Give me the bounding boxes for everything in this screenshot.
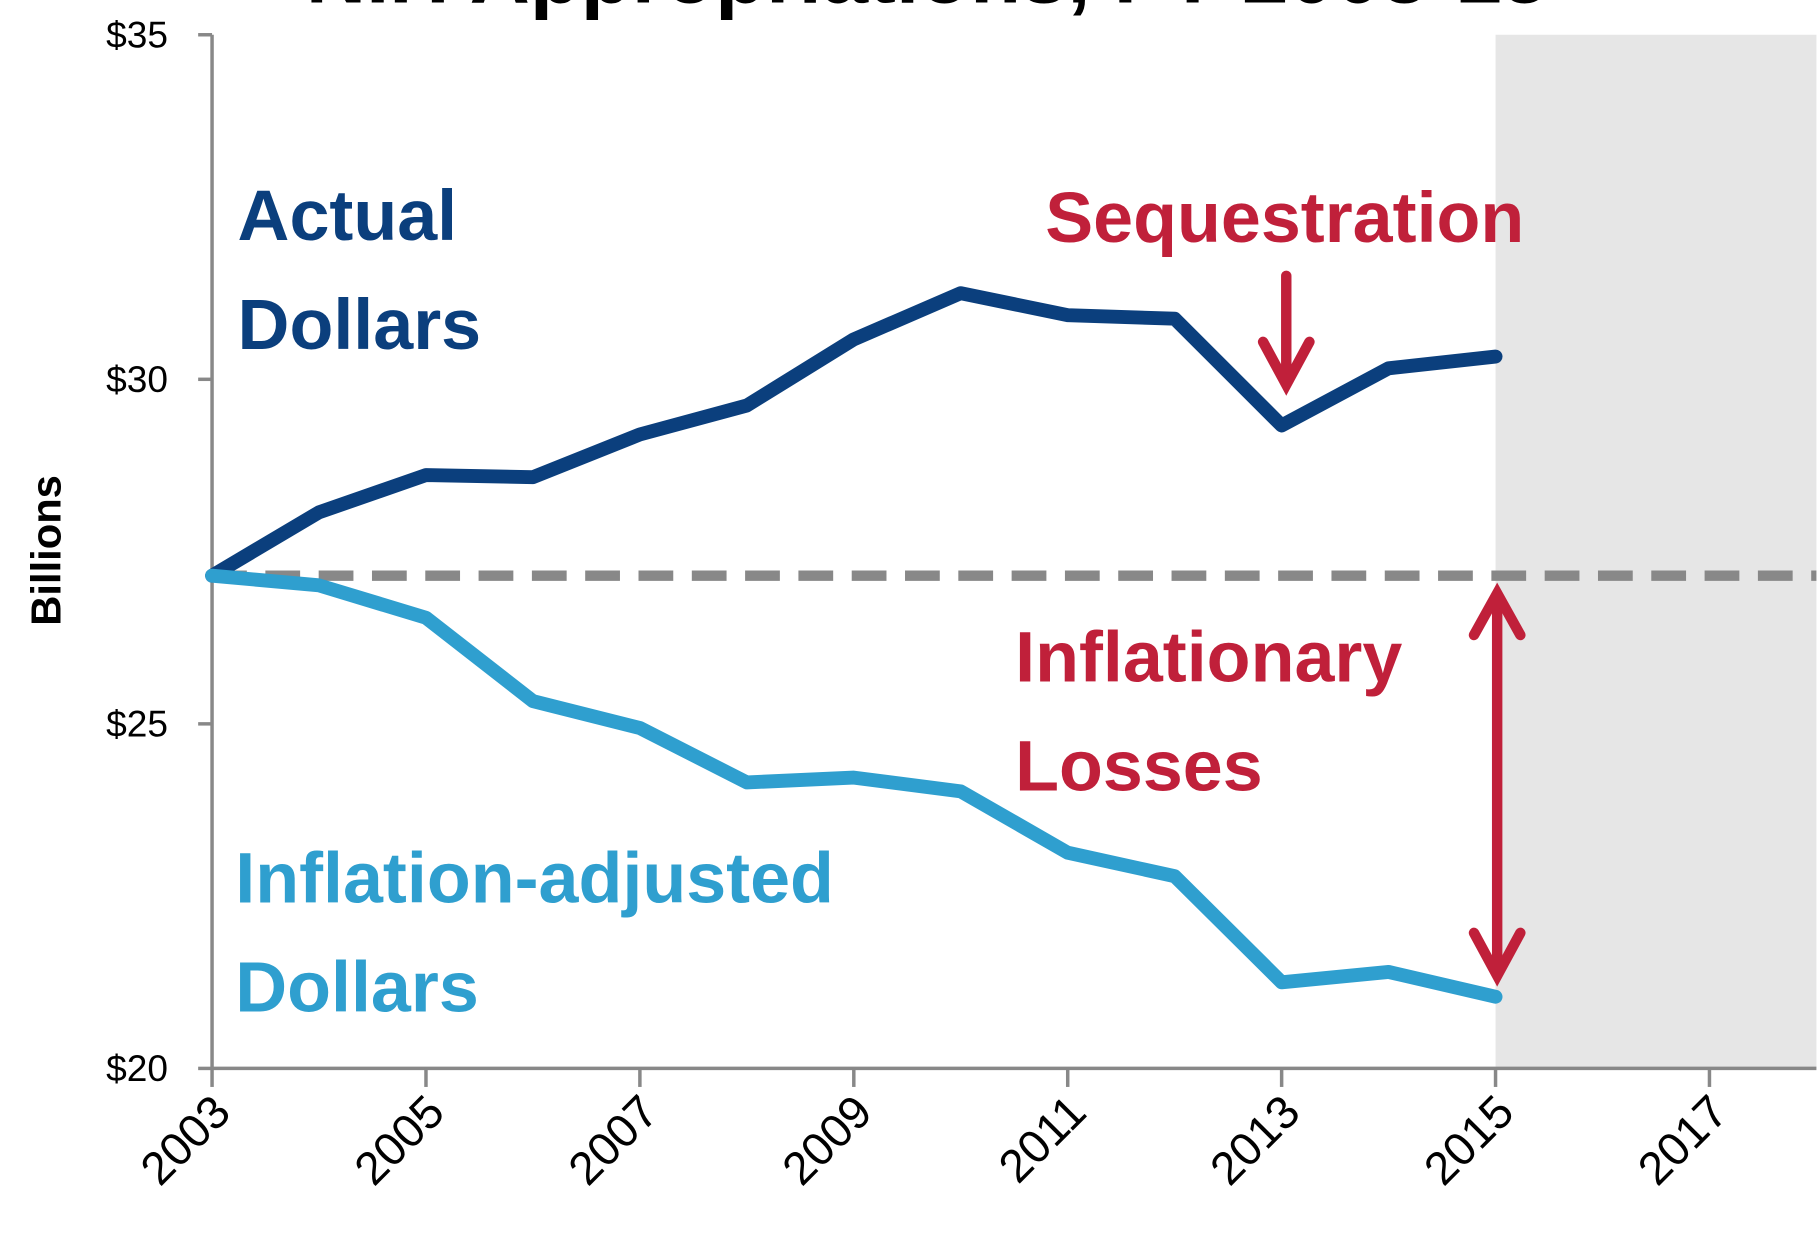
annotation: Sequestration <box>1045 178 1525 259</box>
x-tick-label: 2013 <box>1200 1085 1310 1195</box>
x-tick-label: 2015 <box>1414 1085 1524 1195</box>
shaded-region <box>1495 34 1817 1069</box>
data-line <box>205 568 1503 1004</box>
x-tick-label: 2009 <box>772 1085 882 1195</box>
series-label: Inflation-adjusted Dollars <box>235 838 834 1028</box>
x-tick-label: 2003 <box>130 1085 240 1195</box>
y-tick-label: $35 <box>106 14 168 56</box>
x-tick-label: 2005 <box>344 1085 454 1195</box>
chart-title: NIH Appropriations, FY 2003-15 <box>306 0 1548 20</box>
annotation-arrows <box>1257 270 1526 987</box>
annotation: Inflationary Losses <box>1015 617 1403 807</box>
y-tick-label: $25 <box>106 703 168 745</box>
y-tick-label: $20 <box>106 1047 168 1089</box>
x-tick-label: 2011 <box>988 1085 1095 1192</box>
y-axis-label: Billions <box>22 475 69 626</box>
x-tick-label: 2007 <box>558 1085 668 1195</box>
x-tick-label: 2017 <box>1628 1085 1738 1195</box>
data-line <box>205 286 1503 583</box>
series-label: Actual Dollars <box>237 176 482 366</box>
y-tick-label: $30 <box>106 358 168 400</box>
